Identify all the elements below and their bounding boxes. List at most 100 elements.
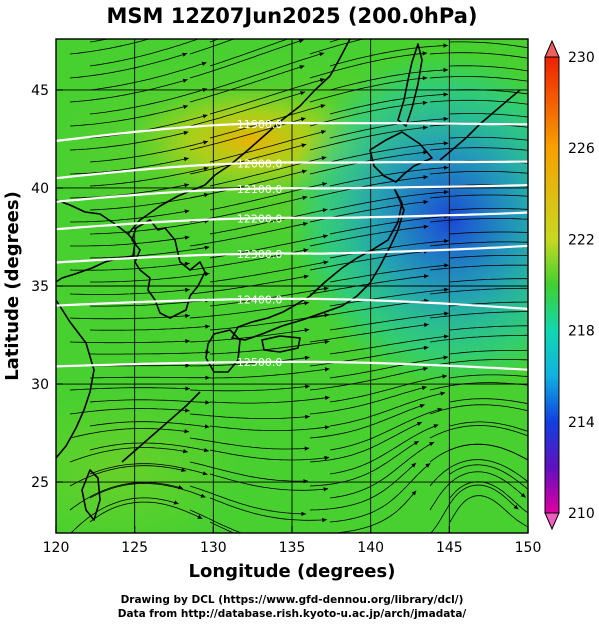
coastline-hokkaido [369, 131, 433, 183]
streamline [309, 77, 428, 103]
streamline [189, 329, 310, 343]
streamline-arrow [421, 385, 427, 391]
colorbar-tick-label: 210 [568, 506, 595, 522]
colorbar-ticks: 230 226 222 218 214 210 [568, 50, 595, 522]
streamline-arrow [423, 175, 428, 180]
streamline [309, 126, 428, 151]
colorbar-tick-label: 222 [568, 232, 595, 248]
x-axis-label: Longitude (degrees) [189, 561, 396, 582]
streamline [209, 473, 329, 491]
streamline-arrow [319, 52, 325, 57]
streamline-arrow [423, 366, 428, 371]
streamline-arrow [419, 403, 425, 409]
streamline [429, 382, 528, 391]
streamline [329, 490, 417, 533]
streamline [309, 250, 429, 271]
streamline [189, 302, 310, 319]
credit-drawing: Drawing by DCL (https://www.gfd-dennou.o… [121, 594, 464, 606]
streamline-arrow [565, 349, 570, 353]
streamline [69, 428, 190, 439]
streamline-arrow [205, 375, 210, 380]
streamline [309, 324, 429, 343]
streamline-arrow [411, 490, 417, 496]
streamline-arrow [443, 334, 449, 339]
streamline [429, 287, 528, 295]
streamline [449, 136, 528, 141]
streamline [189, 275, 309, 295]
streamline-arrow [204, 271, 210, 277]
streamline-arrow [301, 511, 306, 516]
streamline-arrow [303, 479, 308, 484]
streamline [189, 143, 307, 175]
colorbar-tick-label: 218 [568, 324, 595, 340]
streamline [209, 497, 327, 521]
height-contour-label: 12500.0 [237, 356, 283, 369]
streamline [69, 465, 187, 487]
x-tick-label: 150 [515, 540, 542, 556]
streamline [429, 471, 526, 511]
streamline-arrow [442, 374, 447, 379]
streamline-arrow [304, 446, 310, 451]
streamline-arrow [323, 286, 329, 291]
streamline-arrow [183, 449, 188, 454]
streamline-arrow [444, 311, 449, 316]
streamline [449, 41, 528, 49]
height-contours: 11900.0 12000.0 12100.0 12200.0 12300.0 12400… [56, 118, 528, 371]
streamline-arrow [324, 367, 330, 372]
streamline [209, 340, 330, 355]
x-tick-label: 130 [200, 540, 227, 556]
streamline-arrow [185, 313, 190, 319]
streamline-arrow [324, 313, 329, 318]
streamline-arrow [304, 328, 310, 333]
streamline [429, 334, 528, 343]
streamline-arrow [185, 386, 190, 391]
streamline-arrow [204, 245, 210, 250]
streamline [69, 52, 188, 79]
streamline-arrow [443, 92, 449, 97]
streamline-arrow [321, 546, 326, 550]
streamline-arrow [513, 504, 519, 510]
streamline [189, 461, 309, 482]
streamline-arrow [322, 517, 327, 523]
streamline-arrow [324, 339, 330, 345]
streamline-arrow [203, 448, 209, 453]
streamline [329, 215, 449, 235]
streamline [69, 105, 189, 127]
coastline-ryukyu [121, 391, 201, 463]
streamline [329, 240, 449, 259]
streamline-arrow [324, 425, 330, 430]
streamline [69, 289, 190, 295]
streamline-arrow [443, 165, 449, 170]
streamline-arrow [321, 130, 326, 135]
streamline [89, 167, 209, 187]
streamline-arrow [173, 500, 179, 505]
streamline [329, 93, 449, 115]
streamline [329, 441, 435, 499]
streamline-arrow [413, 441, 419, 446]
streamline-arrow [564, 409, 569, 413]
streamline [429, 241, 528, 247]
streamline-arrow [444, 287, 449, 292]
streamline-arrow [205, 400, 210, 405]
coastline-sakhalin [397, 43, 423, 127]
streamline-arrow [204, 424, 210, 429]
streamline [429, 171, 528, 175]
streamline-arrow [320, 104, 326, 109]
streamline [89, 39, 200, 67]
streamline [449, 398, 528, 405]
height-contour [56, 244, 528, 264]
streamline-arrow [564, 98, 569, 102]
x-tick-label: 135 [279, 540, 306, 556]
streamline-arrow [205, 324, 210, 329]
streamline-arrow [565, 255, 570, 259]
streamline-arrow [304, 355, 310, 360]
colorbar-tick-label: 226 [568, 141, 595, 157]
streamline [309, 386, 427, 415]
streamline-arrow [443, 67, 448, 73]
streamline [329, 392, 446, 427]
streamline-arrow [202, 471, 208, 476]
streamline [449, 325, 528, 331]
streamline-arrow [323, 260, 329, 265]
streamline-arrow [319, 78, 325, 83]
